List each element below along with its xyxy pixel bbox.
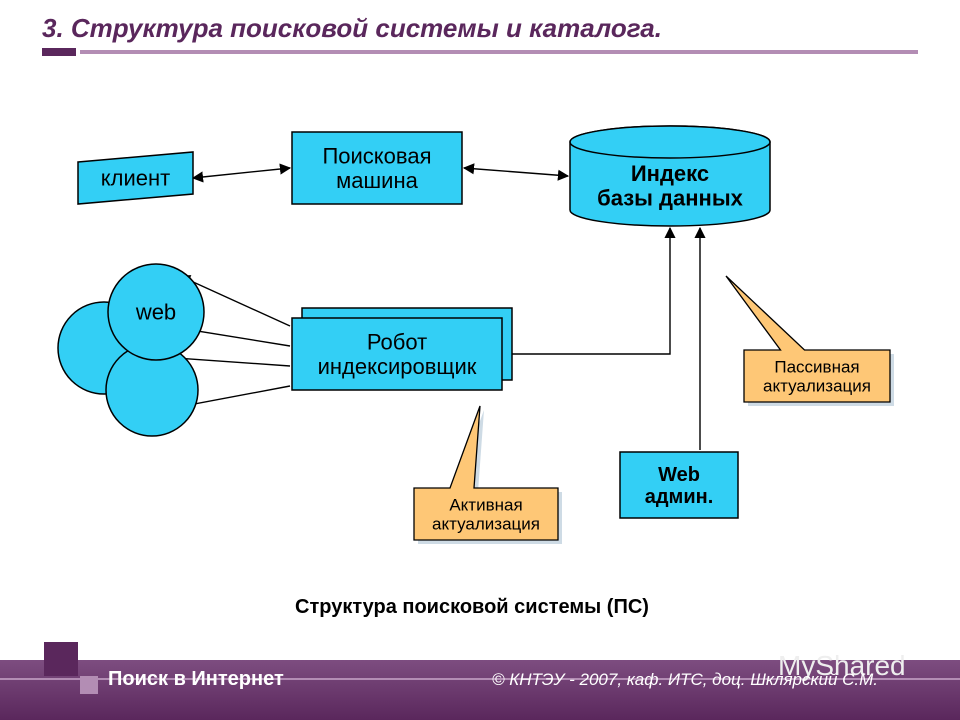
diagram-caption: Структура поисковой системы (ПС): [295, 596, 649, 619]
svg-text:Пассивнаяактуализация: Пассивнаяактуализация: [763, 357, 871, 395]
svg-text:Поисковаямашина: Поисковаямашина: [322, 143, 431, 193]
slide-title: 3. Структура поисковой системы и каталог…: [42, 14, 662, 44]
svg-text:клиент: клиент: [101, 166, 170, 191]
footer-left: Поиск в Интернет: [108, 668, 284, 691]
footer-right: © КНТЭУ - 2007, каф. ИТС, доц. Шклярский…: [492, 670, 878, 690]
slide-root: webклиентПоисковаямашинаИндексбазы данны…: [0, 0, 960, 720]
svg-text:web: web: [135, 300, 176, 325]
